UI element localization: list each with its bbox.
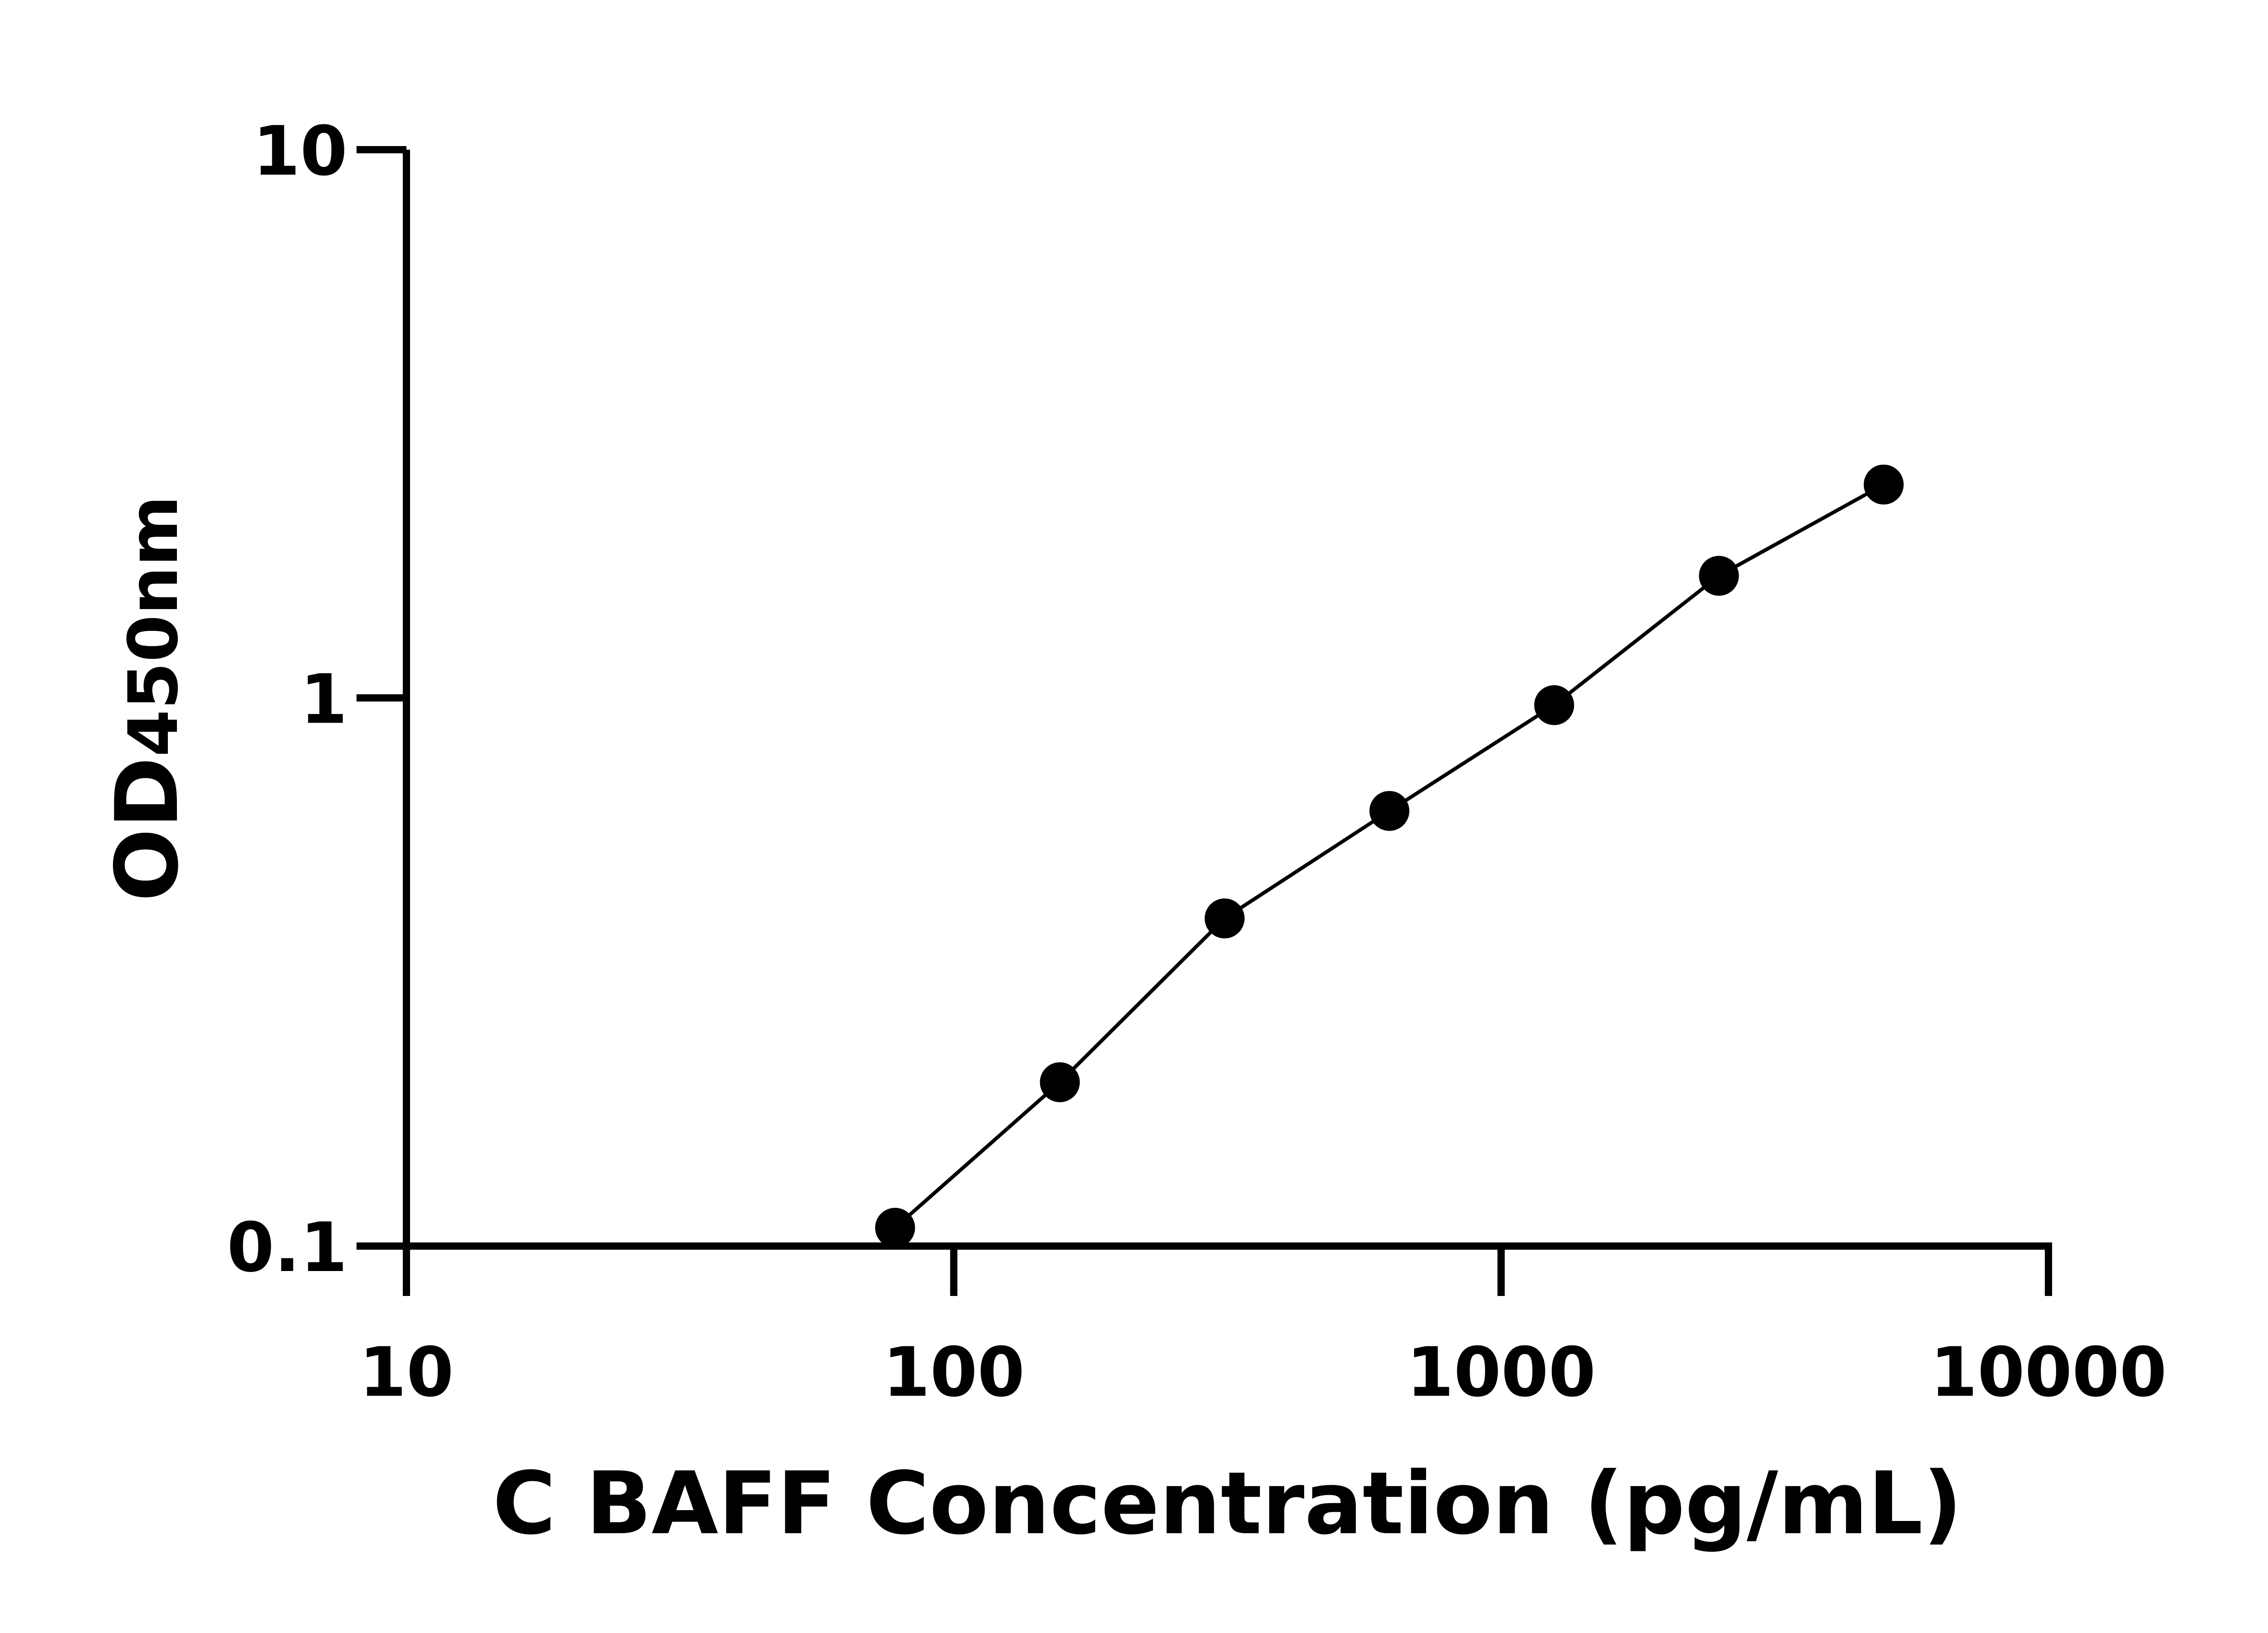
x-axis-title: C BAFF Concentration (pg/mL) (493, 1453, 1962, 1554)
data-point (1040, 1062, 1080, 1102)
data-point (1369, 791, 1410, 831)
x-tick-label: 1000 (1407, 1333, 1596, 1412)
x-tick-label: 100 (883, 1333, 1025, 1412)
fit-curve (894, 483, 1885, 1229)
data-point (875, 1208, 915, 1248)
y-tick-label: 10 (253, 112, 347, 191)
data-point (1204, 898, 1245, 939)
data-marks (875, 464, 1904, 1248)
y-axis-title-sub: 450nm (114, 495, 193, 757)
x-tick-label: 10000 (1930, 1333, 2167, 1412)
data-point (1534, 685, 1574, 725)
y-tick-label: 0.1 (227, 1208, 347, 1287)
axes: 10 100 1000 10000 0.1 1 10 (227, 112, 2167, 1412)
y-tick-label: 1 (300, 660, 347, 739)
x-tick-label: 10 (359, 1333, 454, 1412)
y-axis-title: OD450nm (97, 495, 197, 901)
data-point (1699, 556, 1739, 596)
data-point (1863, 464, 1904, 505)
y-axis-title-main: OD (97, 757, 197, 901)
